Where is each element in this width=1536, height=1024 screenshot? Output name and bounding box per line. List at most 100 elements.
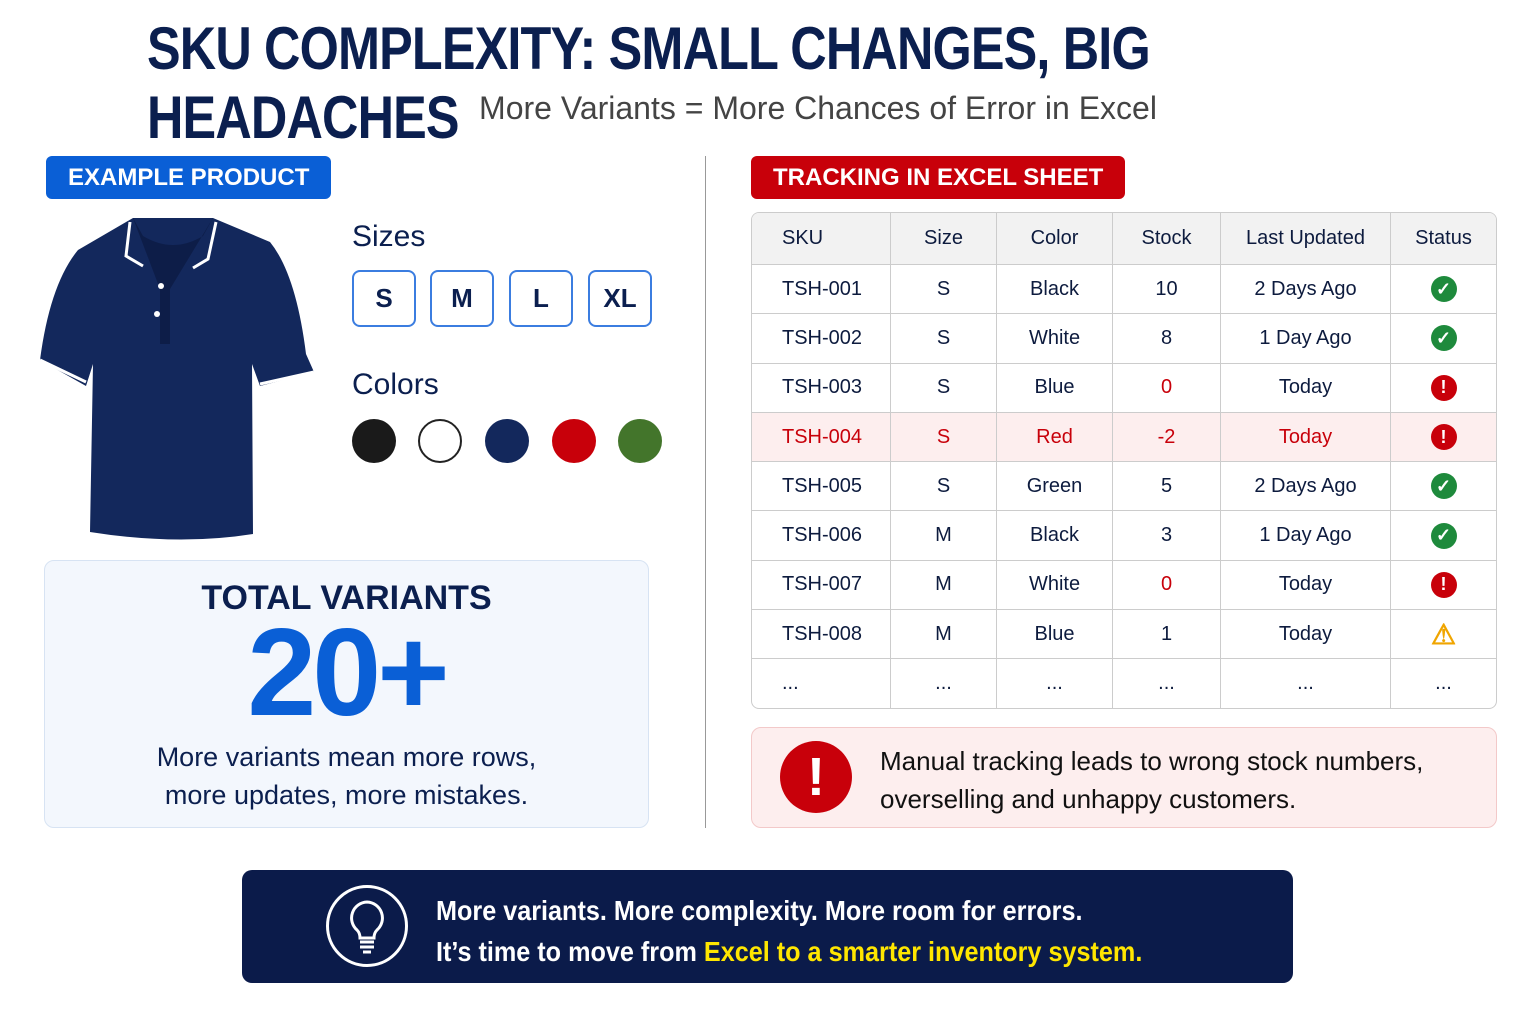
cell-text: Today <box>1278 573 1333 596</box>
sizes-label: Sizes <box>352 220 426 253</box>
table-cell: 1 <box>1112 610 1220 659</box>
column-header: Size <box>890 213 996 264</box>
color-swatch-navy[interactable] <box>485 419 529 463</box>
table-cell: Today <box>1220 610 1390 659</box>
cell-text: Today <box>1278 425 1333 448</box>
cell-text: TSH-005 <box>782 474 863 497</box>
check-circle-icon: ✓ <box>1430 473 1457 500</box>
table-row: TSH-002 S White 8 1 Day Ago ✓ <box>752 313 1496 363</box>
column-header: Last Updated <box>1220 213 1390 264</box>
size-option-m[interactable]: M <box>430 270 494 327</box>
table-cell: ... <box>890 659 996 708</box>
cell-text: -2 <box>1157 425 1176 448</box>
cell-text: TSH-002 <box>782 326 863 349</box>
total-variants-desc-1: More variants mean more rows, <box>156 742 537 772</box>
table-cell: TSH-003 <box>752 364 890 412</box>
table-cell: Blue <box>996 363 1112 412</box>
cell-text: Today <box>1278 376 1333 399</box>
table-cell: ... <box>1112 659 1220 708</box>
table-row: TSH-005 S Green 5 2 Days Ago ✓ <box>752 461 1496 511</box>
example-product-badge: EXAMPLE PRODUCT <box>46 156 332 199</box>
table-cell: ✓ <box>1390 265 1496 314</box>
header-label: SKU <box>782 227 824 249</box>
table-cell: 5 <box>1112 462 1220 511</box>
table-cell: ! <box>1390 412 1496 462</box>
cell-text: TSH-008 <box>782 622 863 645</box>
header-label: Status <box>1415 227 1472 249</box>
cell-text: 5 <box>1160 474 1173 497</box>
table-cell: 8 <box>1112 314 1220 363</box>
warning-triangle-icon: ⚠ <box>1430 618 1457 650</box>
total-variants-label: TOTAL VARIANTS <box>201 579 492 617</box>
cell-text: 1 Day Ago <box>1259 524 1352 547</box>
sku-table: SKU Size Color Stock Last Updated Status TSH-0… <box>751 212 1497 709</box>
total-variants-card: TOTAL VARIANTS 20+ More variants mean mo… <box>44 560 649 828</box>
size-option-l[interactable]: L <box>509 270 573 327</box>
table-cell: White <box>996 314 1112 363</box>
table-cell: ✓ <box>1390 511 1496 560</box>
table-cell: 1 Day Ago <box>1220 314 1390 363</box>
table-row: TSH-003 S Blue 0 Today! <box>752 362 1496 412</box>
cell-text: M <box>935 524 952 547</box>
cell-text: 1 <box>1160 622 1173 645</box>
column-header: Stock <box>1112 213 1220 264</box>
cell-text: S <box>936 326 951 349</box>
table-cell: S <box>890 412 996 462</box>
table-cell: ... <box>1390 659 1496 708</box>
header-label: Color <box>1030 227 1079 249</box>
cell-text: 10 <box>1155 277 1178 300</box>
cell-text: 1 Day Ago <box>1259 326 1352 349</box>
table-cell: ! <box>1390 363 1496 412</box>
lightbulb-icon <box>326 885 408 967</box>
column-header: Status <box>1390 213 1496 264</box>
page-subtitle: More Variants = More Chances of Error in… <box>479 90 1157 126</box>
table-row: TSH-001 S Black 10 2 Days Ago ✓ <box>752 264 1496 314</box>
cell-text: ... <box>1158 672 1175 695</box>
column-header: Color <box>996 213 1112 264</box>
cell-text: TSH-006 <box>782 524 863 547</box>
table-cell: -2 <box>1112 412 1220 462</box>
cell-text: S <box>936 376 951 399</box>
divider <box>705 156 706 828</box>
table-row: TSH-004 S Red -2 Today! <box>752 411 1496 462</box>
error-circle-icon: ! <box>1430 571 1457 598</box>
table-cell: Black <box>996 511 1112 560</box>
table-row: TSH-006 M Black 3 1 Day Ago ✓ <box>752 510 1496 560</box>
excel-sheet-badge: TRACKING IN EXCEL SHEET <box>751 156 1126 199</box>
table-cell: S <box>890 265 996 314</box>
color-swatch-white[interactable] <box>418 419 462 463</box>
cell-text: White <box>1028 326 1081 349</box>
table-cell: 0 <box>1112 363 1220 412</box>
color-swatch-green[interactable] <box>618 419 662 463</box>
table-cell: 3 <box>1112 511 1220 560</box>
cell-text: 0 <box>1160 573 1173 596</box>
cell-text: Blue <box>1034 376 1075 399</box>
cell-text: ... <box>1046 672 1063 695</box>
table-cell: TSH-005 <box>752 462 890 510</box>
table-cell: ⚠ <box>1390 610 1496 659</box>
table-cell: 10 <box>1112 265 1220 314</box>
cell-text: TSH-003 <box>782 376 863 399</box>
size-option-s[interactable]: S <box>352 270 416 327</box>
header-label: Size <box>924 227 963 249</box>
table-cell: M <box>890 560 996 610</box>
size-option-xl[interactable]: XL <box>588 270 652 327</box>
color-swatch-black[interactable] <box>352 419 396 463</box>
cell-text: Black <box>1030 524 1079 547</box>
cell-text: 0 <box>1160 376 1173 399</box>
table-cell: TSH-002 <box>752 314 890 362</box>
cell-text: TSH-007 <box>782 573 863 596</box>
cell-text: TSH-001 <box>782 277 863 300</box>
cell-text: Today <box>1278 622 1333 645</box>
table-cell: S <box>890 314 996 363</box>
column-header: SKU <box>752 213 890 264</box>
color-swatch-red[interactable] <box>552 419 596 463</box>
check-circle-icon: ✓ <box>1430 325 1457 352</box>
cell-text: 8 <box>1160 326 1173 349</box>
cell-text: ... <box>935 672 952 695</box>
cell-text: 2 Days Ago <box>1254 474 1357 497</box>
error-circle-icon: ! <box>1430 424 1457 451</box>
warning-line-1: Manual tracking leads to wrong stock num… <box>880 746 1424 776</box>
table-cell: Red <box>996 412 1112 462</box>
cell-text: M <box>935 573 952 596</box>
